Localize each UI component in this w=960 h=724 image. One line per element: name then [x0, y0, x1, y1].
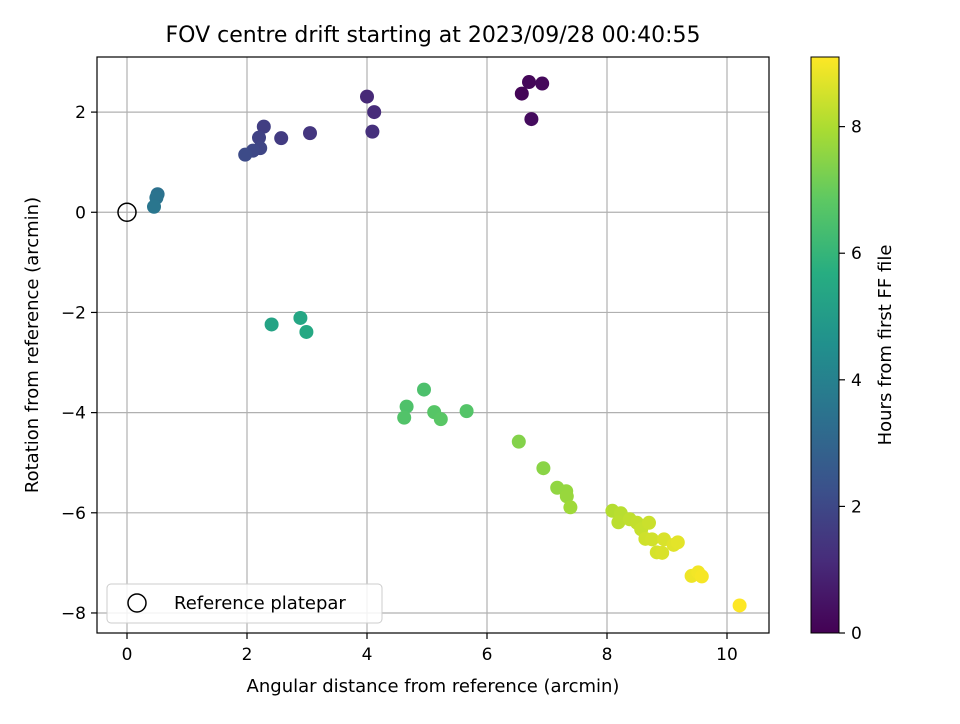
colorbar-tick-label: 8	[851, 118, 862, 138]
chart-title: FOV centre drift starting at 2023/09/28 …	[166, 23, 701, 48]
data-point	[238, 147, 253, 162]
data-point	[514, 86, 529, 101]
data-point	[367, 105, 382, 120]
data-point	[522, 75, 536, 90]
data-point	[536, 461, 551, 476]
colorbar-label: Hours from first FF file	[875, 245, 896, 446]
colorbar: 0 2 4 6 8 Hours from first FF file	[810, 56, 896, 644]
reference-point-marker	[117, 202, 137, 223]
data-point	[274, 131, 289, 146]
x-tick-label: 6	[482, 645, 493, 665]
x-axis-label: Angular distance from reference (arcmin)	[247, 676, 620, 697]
data-point	[645, 532, 659, 547]
y-axis-label: Rotation from reference (arcmin)	[22, 197, 43, 493]
x-tick-label: 2	[242, 645, 253, 665]
data-point	[655, 545, 670, 560]
data-point	[459, 404, 474, 419]
data-point	[299, 324, 314, 339]
colorbar-tick-label: 4	[851, 371, 862, 391]
x-tick-label: 0	[122, 645, 133, 665]
y-tick-label: 2	[75, 103, 86, 123]
data-points	[147, 75, 747, 613]
data-point	[293, 310, 308, 325]
legend: Reference platepar	[106, 583, 383, 624]
colorbar-gradient	[810, 56, 840, 634]
data-point	[397, 410, 412, 425]
data-point	[732, 598, 747, 613]
legend-marker	[127, 593, 147, 613]
data-point	[264, 317, 279, 332]
plot-frame	[96, 56, 770, 634]
data-point	[535, 76, 550, 91]
y-tick-label: −2	[61, 303, 86, 323]
legend-label: Reference platepar	[174, 593, 346, 614]
colorbar-tick-label: 2	[851, 497, 862, 517]
x-axis-ticks: 0 2 4 6 8 10	[122, 633, 738, 665]
y-tick-label: −8	[61, 604, 86, 624]
data-point	[511, 434, 526, 449]
y-tick-label: 0	[75, 203, 86, 223]
x-tick-label: 8	[602, 645, 613, 665]
data-point	[417, 382, 431, 397]
y-tick-label: −4	[61, 404, 86, 424]
data-point	[563, 500, 578, 515]
data-point	[694, 569, 709, 584]
data-point	[642, 515, 656, 530]
data-point	[303, 126, 317, 141]
data-point	[147, 199, 161, 214]
x-tick-label: 10	[716, 645, 738, 665]
colorbar-tick-label: 6	[851, 244, 862, 264]
x-tick-label: 4	[362, 645, 373, 665]
data-point	[559, 489, 574, 504]
data-point	[360, 89, 374, 104]
data-point	[611, 515, 626, 530]
colorbar-ticks: 0 2 4 6 8	[839, 118, 862, 644]
data-point	[399, 399, 414, 414]
data-point	[433, 412, 448, 427]
y-tick-label: −6	[61, 504, 86, 524]
colorbar-tick-label: 0	[851, 624, 862, 644]
y-axis-ticks: −8 −6 −4 −2 0 2	[61, 103, 97, 624]
data-point	[365, 124, 380, 139]
data-point	[252, 130, 266, 145]
data-point	[256, 119, 271, 134]
data-point	[524, 112, 539, 127]
legend-box	[106, 583, 383, 624]
data-point	[670, 535, 685, 550]
